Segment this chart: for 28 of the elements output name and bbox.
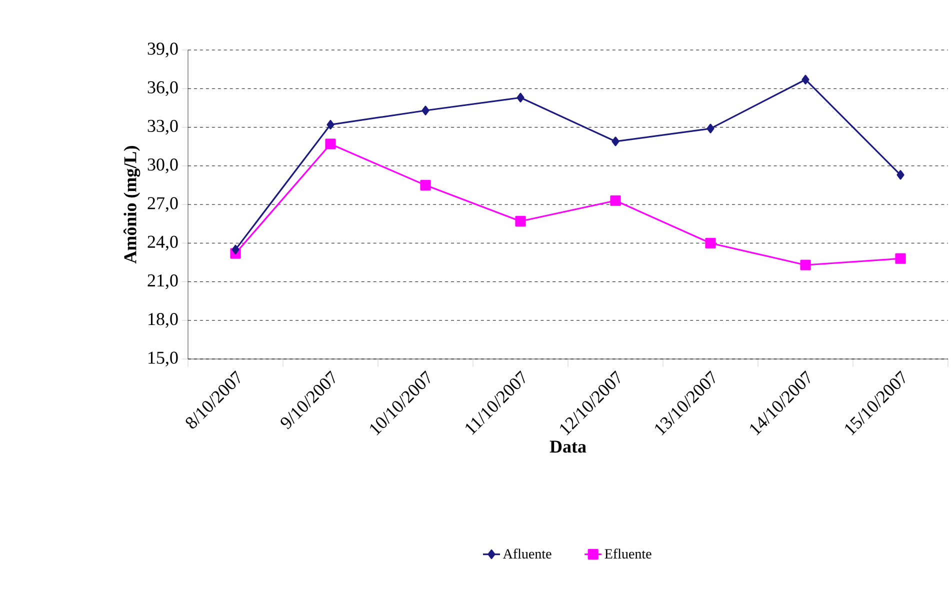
point bbox=[895, 253, 906, 264]
y-tick-label: 24,0 bbox=[148, 236, 178, 250]
point bbox=[326, 120, 334, 130]
point bbox=[706, 124, 714, 134]
point bbox=[612, 136, 620, 146]
legend-label: Efluente bbox=[604, 548, 652, 559]
point bbox=[422, 106, 430, 116]
point bbox=[325, 138, 336, 150]
legend-label: Afluente bbox=[502, 548, 552, 559]
point bbox=[420, 180, 431, 190]
y-tick-label: 36,0 bbox=[148, 81, 178, 96]
point bbox=[515, 216, 526, 227]
point bbox=[800, 260, 811, 270]
y-tick-label: 21,0 bbox=[148, 274, 178, 290]
point bbox=[232, 244, 240, 254]
y-axis-title: Amônio (mg/L) bbox=[123, 146, 140, 264]
point bbox=[896, 170, 904, 180]
y-tick-label: 30,0 bbox=[148, 158, 178, 174]
y-tick-label: 33,0 bbox=[148, 120, 178, 135]
point bbox=[516, 92, 524, 102]
x-axis-title: Data bbox=[550, 440, 586, 453]
y-tick-label: 27,0 bbox=[148, 197, 178, 212]
y-tick-label: 15,0 bbox=[148, 352, 178, 366]
point bbox=[705, 238, 716, 248]
point bbox=[802, 74, 810, 84]
y-tick-label: 39,0 bbox=[148, 42, 178, 58]
point bbox=[610, 195, 621, 206]
y-tick-label: 18,0 bbox=[148, 313, 178, 328]
